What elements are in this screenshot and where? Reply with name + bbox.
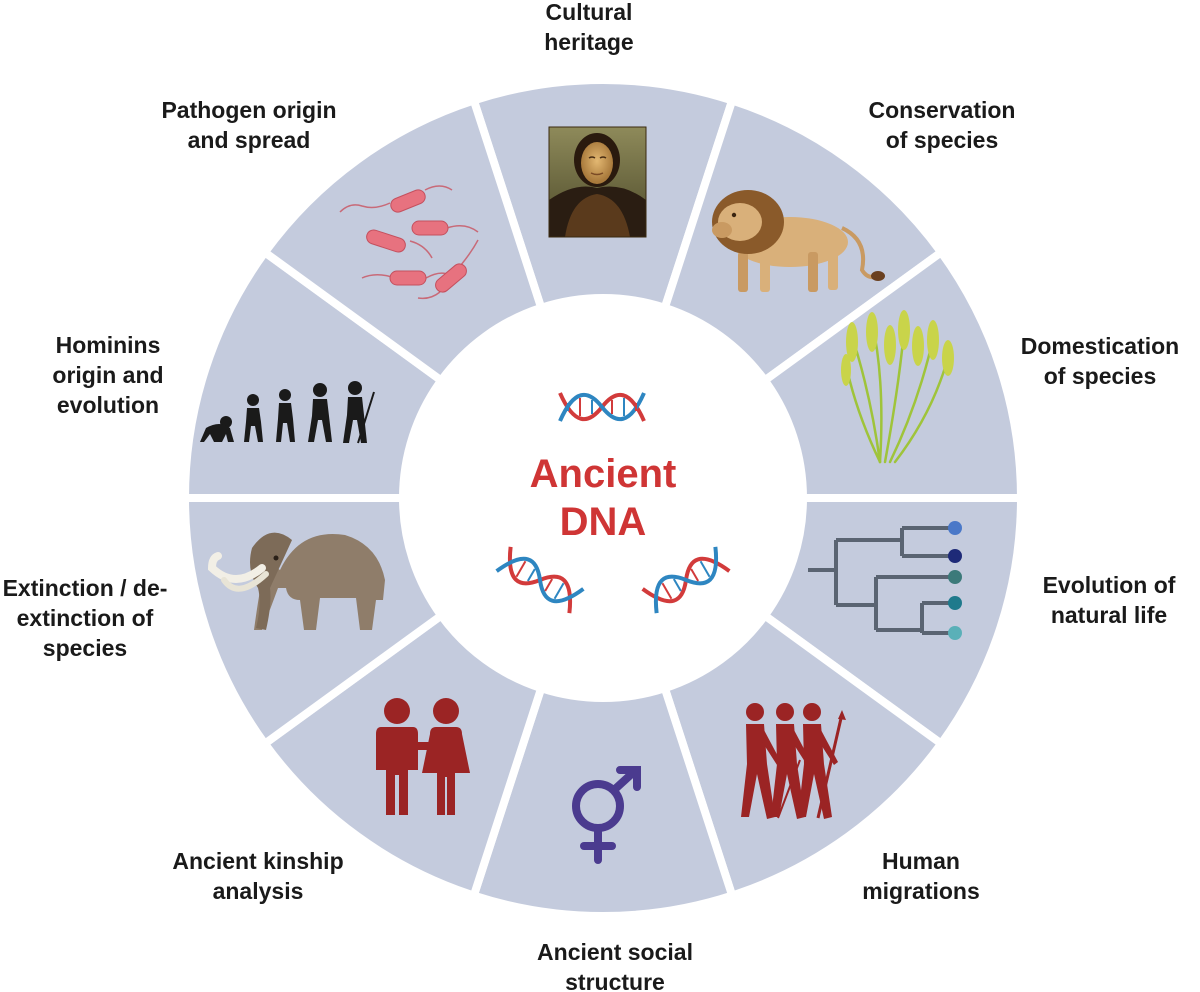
- label-evolution-of-natural-life: Evolution of natural life: [1042, 572, 1176, 628]
- center-circle: [403, 298, 803, 698]
- tree-leaf-node: [948, 549, 962, 563]
- bacteria-icon: [339, 185, 479, 300]
- label-pathogen-origin-and-spread: Pathogen origin and spread: [161, 97, 337, 153]
- dna-helix-icon: [495, 546, 585, 614]
- label-domestication-of-species: Domestication of species: [1020, 333, 1180, 389]
- wheat-icon: [841, 310, 954, 464]
- couple-icon: [376, 698, 470, 815]
- dna-helix-icon: [558, 392, 646, 422]
- dna-helix-icon: [641, 546, 731, 614]
- tree-leaf-node: [948, 570, 962, 584]
- label-ancient-social-structure: Ancient social structure: [537, 939, 693, 992]
- mammoth-icon: [207, 532, 385, 630]
- label-hominins-origin-and-evolution: Hominins origin and evolution: [52, 332, 164, 418]
- phylogenetic-tree-icon: [808, 526, 955, 635]
- label-conservation-of-species: Conservation of species: [868, 97, 1016, 153]
- label-human-migrations: Human migrations: [862, 848, 980, 904]
- label-ancient-kinship-analysis: Ancient kinship analysis: [172, 848, 344, 904]
- tree-leaf-node: [948, 626, 962, 640]
- tree-leaf-node: [948, 596, 962, 610]
- lion-icon: [712, 190, 885, 292]
- human-evolution-icon: [200, 381, 375, 444]
- center-title: Ancient DNA: [529, 452, 677, 544]
- label-extinction-de-extinction-of-species: Extinction / de- extinction of species: [2, 575, 168, 661]
- gender-symbol-icon: [572, 766, 641, 864]
- walking-people-icon: [741, 703, 846, 819]
- tree-leaf-node: [948, 521, 962, 535]
- mona-lisa-painting-icon: [548, 126, 647, 238]
- label-cultural-heritage: Cultural heritage: [544, 0, 634, 55]
